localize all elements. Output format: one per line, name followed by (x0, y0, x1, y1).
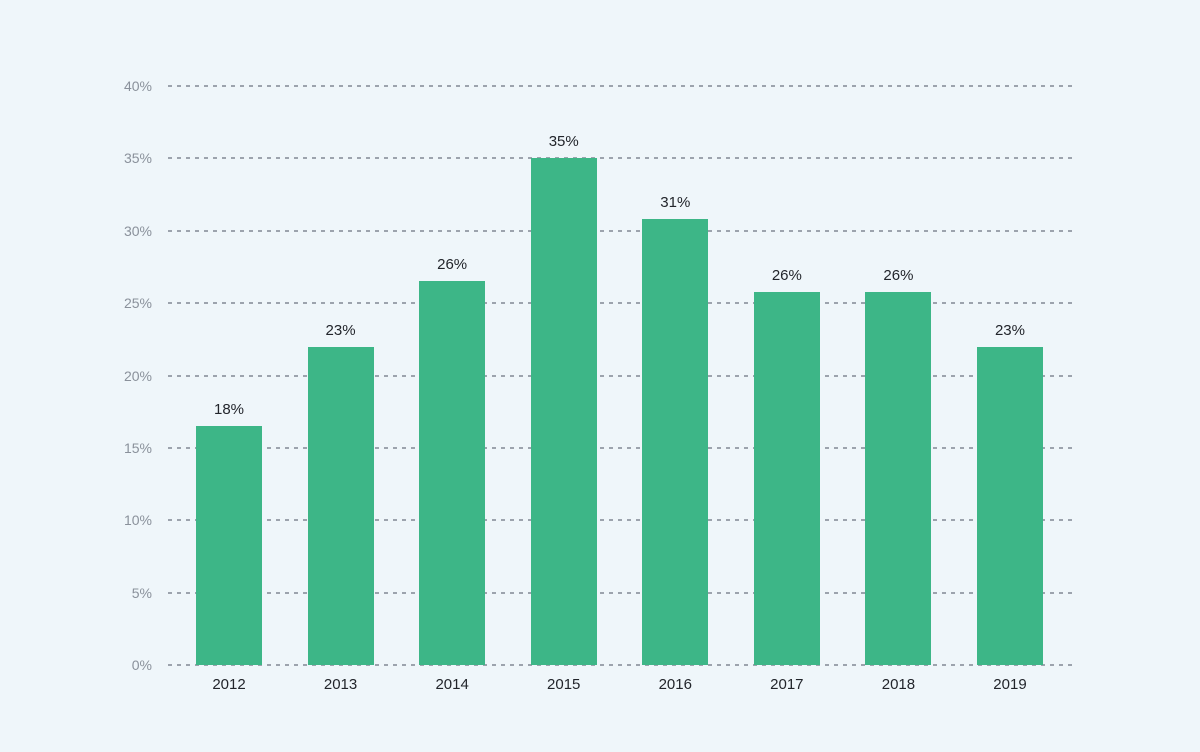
bar-group-2014: 26% 2014 (396, 86, 508, 693)
x-axis-tick-label: 2014 (435, 676, 469, 693)
bar-2012[interactable] (196, 426, 262, 665)
bar-value-label: 23% (994, 321, 1025, 339)
bar-2018[interactable] (865, 291, 932, 665)
x-axis-tick-label: 2015 (547, 676, 581, 693)
bar-2013[interactable] (307, 346, 374, 665)
x-axis-tick-label: 2012 (212, 676, 246, 693)
bar-2015[interactable] (530, 158, 597, 665)
bar-value-label: 18% (213, 401, 245, 419)
x-axis-tick-label: 2017 (770, 676, 804, 693)
bar-value-label: 23% (325, 321, 356, 339)
bar-value-label: 31% (660, 194, 691, 212)
bar-group-2012: 18% 2012 (173, 86, 285, 693)
gridline (168, 519, 1077, 522)
bar-value-label: 26% (437, 256, 468, 274)
bar-value-label: 35% (548, 133, 579, 151)
y-axis-tick-label: 0% (131, 657, 152, 673)
bar-group-2017: 26% 2017 (731, 86, 843, 693)
gridline (168, 157, 1077, 160)
bar-2019[interactable] (976, 346, 1043, 665)
bar-group-2013: 23% 2013 (285, 86, 397, 693)
bar-2017[interactable] (753, 291, 820, 665)
bar-group-2016: 31% 2016 (619, 86, 731, 693)
y-axis-tick-label: 40% (123, 78, 152, 94)
y-axis-tick-label: 20% (123, 367, 152, 384)
gridline (168, 229, 1077, 232)
y-axis-tick-label: 10% (123, 512, 152, 529)
gridline (168, 446, 1077, 449)
x-axis-tick-label: 2016 (658, 676, 692, 693)
y-axis-tick-label: 5% (131, 584, 152, 601)
bar-value-label: 26% (883, 266, 914, 284)
y-axis-tick-label: 15% (123, 439, 152, 456)
bar-group-2019: 23% 2019 (954, 86, 1066, 693)
gridline (168, 85, 1077, 87)
gridline (168, 374, 1077, 377)
gridline (168, 664, 1077, 666)
bar-2014[interactable] (419, 281, 486, 665)
bar-value-label: 26% (771, 266, 802, 284)
y-axis-tick-label: 35% (123, 150, 152, 167)
x-axis-tick-label: 2013 (323, 676, 358, 693)
x-axis-tick-label: 2019 (993, 676, 1027, 693)
plot-area: 0% 5% 10% 15% 20% 25% 30% 35% 40% 18% 2012 23% 2013 2… (124, 78, 1077, 693)
y-axis-tick-label: 30% (123, 222, 152, 239)
bar-group-2015: 35% 2015 (508, 86, 620, 693)
y-axis-tick-label: 25% (123, 295, 152, 312)
gridline (168, 302, 1077, 305)
x-axis-tick-label: 2018 (881, 676, 916, 693)
gridline (168, 591, 1077, 594)
bar-group-2018: 26% 2018 (842, 86, 954, 693)
bar-2016[interactable] (642, 219, 709, 665)
